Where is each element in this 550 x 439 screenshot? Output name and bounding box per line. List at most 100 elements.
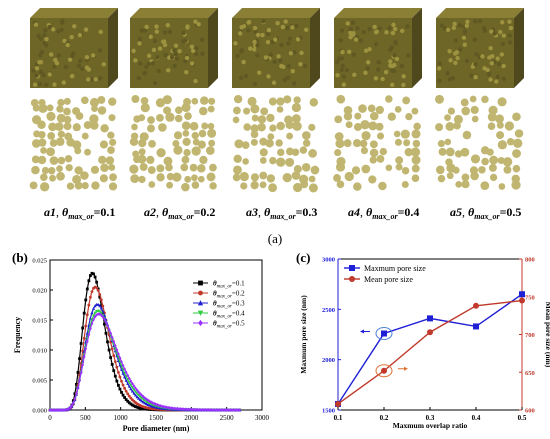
section-particle (63, 107, 71, 116)
section-particle (74, 147, 82, 155)
data-point (124, 370, 128, 375)
section-particle (158, 123, 167, 132)
cube-grain (388, 59, 393, 64)
data-point (113, 374, 117, 378)
section-particle (155, 98, 166, 108)
y-left-tick-label: 2000 (322, 357, 335, 364)
data-point (519, 291, 525, 298)
section-particle (38, 130, 46, 139)
legend-eq: = (232, 280, 236, 288)
section-particle (29, 181, 38, 190)
section-particle (55, 137, 65, 146)
x-tick-label: 1500 (149, 414, 164, 422)
cube-grain (462, 42, 468, 47)
cube-grain (461, 35, 467, 40)
section-particle (334, 115, 343, 124)
section-particle (259, 148, 268, 157)
data-point (98, 293, 102, 296)
section-particle (434, 94, 444, 104)
section-particle (49, 139, 58, 147)
section-particle (183, 148, 191, 157)
section-particle (260, 107, 269, 116)
section-particle (335, 162, 346, 172)
cube-grain (393, 41, 398, 46)
porous-cube-a1 (30, 8, 118, 88)
section-particle (394, 105, 402, 113)
section-particle (172, 172, 182, 182)
section-particle (512, 112, 521, 122)
section-particle (405, 112, 413, 121)
cube-grain (495, 56, 500, 61)
section-particle (469, 95, 477, 103)
section-particle (233, 106, 241, 115)
data-point (140, 399, 144, 403)
section-particle (286, 132, 293, 140)
section-particle (369, 111, 379, 121)
section-particle (269, 124, 277, 132)
data-point (138, 395, 142, 399)
cube-grain (373, 42, 379, 47)
cube-grain (137, 36, 142, 42)
section-particle (197, 140, 206, 149)
section-particle (401, 166, 410, 175)
section-particle (233, 165, 242, 175)
cube-grain (272, 59, 277, 65)
data-point (183, 407, 187, 412)
cube-grain (437, 78, 442, 84)
cube-grain (406, 53, 411, 58)
section-particle (156, 173, 165, 182)
section-particle (470, 105, 479, 115)
sample-caption: a4, θmax_or=0.4 (348, 205, 419, 221)
data-point (117, 370, 120, 374)
section-particle (393, 130, 401, 138)
data-point (81, 326, 85, 330)
cube-grain (436, 66, 442, 71)
y-left-tick-label: 1500 (322, 408, 335, 415)
section-particle (411, 164, 420, 173)
x-tick-label: 500 (80, 414, 91, 422)
cube-grain (43, 82, 49, 88)
section-particle (470, 154, 481, 164)
section-particle (243, 123, 252, 131)
sample-id: a1 (44, 205, 56, 219)
cube-grain (337, 56, 342, 61)
data-point (120, 360, 123, 364)
sample-caption: a3, θmax_or=0.3 (246, 205, 317, 221)
section-particle (38, 103, 48, 113)
data-point (93, 314, 97, 319)
cube-grain (486, 72, 492, 77)
cube-grain (173, 43, 179, 48)
section-particle (197, 175, 205, 183)
section-particle (37, 120, 46, 130)
data-point (82, 311, 86, 315)
data-point (95, 280, 99, 284)
data-point (99, 311, 103, 315)
cube-grain (163, 52, 168, 58)
data-point (91, 306, 96, 310)
data-point (196, 407, 200, 412)
data-point (121, 383, 125, 387)
section-particle (138, 114, 146, 122)
cube-grain (473, 75, 478, 80)
data-point (115, 348, 119, 352)
legend-theta: θ (213, 290, 217, 298)
data-point (126, 373, 130, 378)
panel-a: a1, θmax_or=0.1 a2, θmax_or=0.2 a3, θmax_o… (29, 8, 524, 221)
cube-grain (445, 71, 450, 76)
cube-grain (286, 75, 291, 80)
cube-grain (280, 24, 286, 30)
section-particle (97, 106, 107, 115)
cube-grain (286, 41, 291, 46)
cube-grain (76, 63, 82, 68)
legend-subscript: max_or (217, 315, 232, 320)
cube-grain (292, 50, 297, 55)
cube-grain (372, 24, 377, 30)
section-particle (165, 112, 175, 122)
section-particle (184, 175, 192, 183)
section-particle (72, 140, 82, 150)
data-point (519, 297, 525, 304)
section-particle (291, 114, 301, 124)
section-particle (166, 172, 175, 181)
cube-grain (295, 37, 301, 42)
section-particle (461, 180, 470, 189)
